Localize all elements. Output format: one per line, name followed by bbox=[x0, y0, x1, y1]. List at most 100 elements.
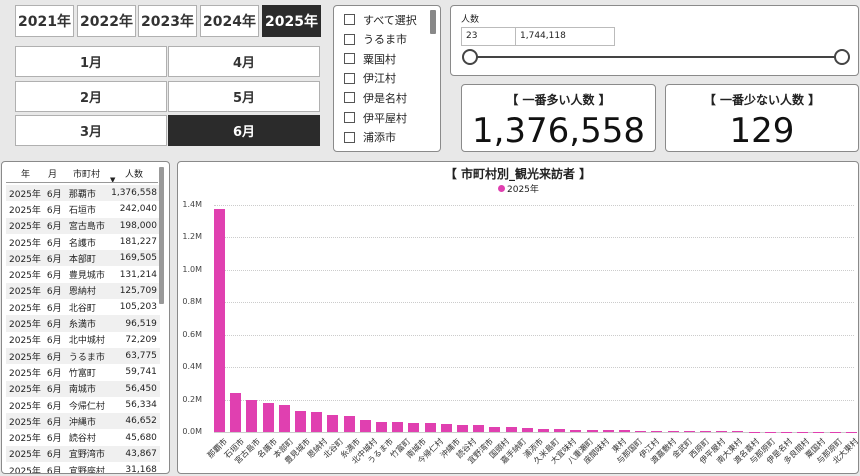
bar-粟国村[interactable] bbox=[813, 431, 825, 433]
cell-city: 恩納村 bbox=[65, 282, 108, 300]
year-button-4[interactable]: 2024年 bbox=[200, 5, 259, 37]
table-row[interactable]: 2025年 6月 北中城村 72,209 bbox=[6, 332, 160, 348]
gridline bbox=[214, 269, 854, 271]
cell-month: 6月 bbox=[46, 434, 62, 445]
bar-南城市[interactable] bbox=[408, 422, 420, 432]
checkbox-icon[interactable] bbox=[344, 33, 355, 45]
bar-国頭村[interactable] bbox=[505, 427, 517, 432]
col-header-city[interactable]: 市町村 bbox=[73, 170, 101, 180]
table-scrollbar[interactable] bbox=[159, 167, 164, 304]
checkbox-icon[interactable] bbox=[344, 53, 355, 65]
bar-南大東村[interactable] bbox=[732, 431, 744, 432]
data-table: 2025年 6月 那覇市 1,376,558 2025年 6月 石垣市 242,040 2025… bbox=[6, 185, 160, 473]
bar-金武町[interactable] bbox=[683, 431, 695, 432]
city-filter-item[interactable]: うるま市 bbox=[344, 30, 407, 49]
bar-北大東村[interactable] bbox=[845, 431, 857, 433]
bar-久米島町[interactable] bbox=[554, 429, 566, 432]
checkbox-icon[interactable] bbox=[344, 131, 355, 143]
table-row[interactable]: 2025年 6月 豊見城市 131,214 bbox=[6, 266, 160, 282]
cell-city: 那覇市 bbox=[65, 185, 108, 202]
checkbox-icon[interactable] bbox=[344, 14, 355, 25]
table-row[interactable]: 2025年 6月 恩納村 125,709 bbox=[6, 282, 160, 300]
bar-与那原町[interactable] bbox=[829, 431, 841, 433]
bar-与那国町[interactable] bbox=[635, 430, 647, 432]
year-button-5[interactable]: 2025年 bbox=[262, 5, 321, 37]
kpi-max-title: 【 一番多い人数 】 bbox=[506, 93, 611, 107]
col-header-count[interactable]: 人数 bbox=[125, 170, 144, 180]
bar-那覇市[interactable] bbox=[214, 208, 225, 432]
table-row[interactable]: 2025年 6月 竹富町 59,741 bbox=[6, 364, 160, 380]
bar-北谷町[interactable] bbox=[327, 414, 339, 432]
bar-宮古島市[interactable] bbox=[246, 399, 258, 432]
table-row[interactable]: 2025年 6月 宜野座村 31,168 bbox=[6, 462, 160, 473]
bar-沖縄市[interactable] bbox=[440, 424, 452, 432]
month-button-4[interactable]: 5月 bbox=[168, 81, 320, 112]
bar-宜野湾市[interactable] bbox=[473, 424, 485, 432]
col-header-month[interactable]: 月 bbox=[48, 170, 58, 180]
bar-西原町[interactable] bbox=[700, 431, 711, 432]
bar-八重瀬町[interactable] bbox=[586, 429, 598, 432]
bar-伊江村[interactable] bbox=[651, 430, 663, 432]
bar-今帰仁村[interactable] bbox=[424, 422, 436, 432]
month-button-6[interactable]: 6月 bbox=[168, 115, 320, 146]
bar-浦添市[interactable] bbox=[538, 428, 549, 432]
bar-糸満市[interactable] bbox=[343, 416, 355, 432]
table-row[interactable]: 2025年 6月 うるま市 63,775 bbox=[6, 347, 160, 365]
month-button-3[interactable]: 2月 bbox=[15, 81, 167, 112]
checkbox-icon[interactable] bbox=[344, 72, 355, 84]
bar-座間味村[interactable] bbox=[602, 430, 614, 432]
cell-month: 6月 bbox=[46, 336, 62, 347]
table-row[interactable]: 2025年 6月 宮古島市 198,000 bbox=[6, 217, 160, 234]
city-filter-item[interactable]: 伊江村 bbox=[344, 69, 396, 88]
city-filter-scrollbar[interactable] bbox=[430, 10, 436, 34]
bar-伊是名村[interactable] bbox=[781, 431, 792, 433]
bar-渡名喜村[interactable] bbox=[748, 431, 760, 433]
bar-伊平屋村[interactable] bbox=[716, 431, 728, 432]
city-filter-item[interactable]: 浦添市 bbox=[344, 128, 396, 147]
y-tick-label: 1.4M bbox=[182, 200, 202, 209]
year-button-3[interactable]: 2023年 bbox=[138, 5, 197, 37]
table-row[interactable]: 2025年 6月 名護市 181,227 bbox=[6, 234, 160, 250]
city-filter-item[interactable]: すべて選択 bbox=[344, 10, 417, 29]
table-row[interactable]: 2025年 6月 沖縄市 46,652 bbox=[6, 413, 160, 430]
bar-名護市[interactable] bbox=[262, 402, 274, 432]
bar-多良間村[interactable] bbox=[797, 431, 809, 433]
month-button-1[interactable]: 1月 bbox=[15, 46, 167, 77]
bar-竹富町[interactable] bbox=[392, 422, 404, 432]
slider-min-handle[interactable] bbox=[462, 49, 478, 65]
year-button-1[interactable]: 2021年 bbox=[15, 5, 74, 37]
table-row[interactable]: 2025年 6月 今帰仁村 56,334 bbox=[6, 397, 160, 413]
bar-恩納村[interactable] bbox=[311, 411, 323, 432]
table-row[interactable]: 2025年 6月 糸満市 96,519 bbox=[6, 315, 160, 332]
bar-石垣市[interactable] bbox=[230, 392, 242, 432]
table-row[interactable]: 2025年 6月 石垣市 242,040 bbox=[6, 201, 160, 217]
bar-渡嘉敷村[interactable] bbox=[667, 431, 679, 432]
bar-東村[interactable] bbox=[619, 430, 630, 432]
month-button-5[interactable]: 3月 bbox=[15, 115, 167, 146]
city-filter-item[interactable]: 粟国村 bbox=[344, 49, 396, 68]
table-row[interactable]: 2025年 6月 宜野湾市 43,867 bbox=[6, 445, 160, 463]
bar-読谷村[interactable] bbox=[457, 424, 468, 432]
bar-北中城村[interactable] bbox=[359, 420, 371, 432]
bar-うるま市[interactable] bbox=[376, 421, 387, 432]
col-header-year[interactable]: 年 bbox=[21, 170, 31, 180]
table-row[interactable]: 2025年 6月 那覇市 1,376,558 bbox=[6, 185, 160, 202]
city-filter-item[interactable]: 伊平屋村 bbox=[344, 108, 407, 127]
table-row[interactable]: 2025年 6月 北谷町 105,203 bbox=[6, 299, 160, 315]
bar-豊見城市[interactable] bbox=[295, 410, 306, 432]
bar-本部町[interactable] bbox=[278, 404, 290, 432]
table-row[interactable]: 2025年 6月 本部町 169,505 bbox=[6, 250, 160, 267]
checkbox-icon[interactable] bbox=[344, 112, 355, 123]
year-button-2[interactable]: 2022年 bbox=[77, 5, 136, 37]
slider-max-input[interactable]: 1,744,118 bbox=[515, 27, 615, 46]
checkbox-icon[interactable] bbox=[344, 92, 355, 104]
bar-大宜味村[interactable] bbox=[570, 429, 582, 432]
city-filter-item[interactable]: 伊是名村 bbox=[344, 88, 407, 107]
month-button-2[interactable]: 4月 bbox=[168, 46, 320, 77]
slider-max-handle[interactable] bbox=[834, 49, 850, 65]
bar-嘉手納町[interactable] bbox=[521, 428, 533, 432]
bar-与那原町[interactable] bbox=[764, 431, 776, 433]
bar-宜野座村[interactable] bbox=[489, 426, 501, 432]
table-row[interactable]: 2025年 6月 読谷村 45,680 bbox=[6, 429, 160, 445]
table-row[interactable]: 2025年 6月 南城市 56,450 bbox=[6, 380, 160, 397]
